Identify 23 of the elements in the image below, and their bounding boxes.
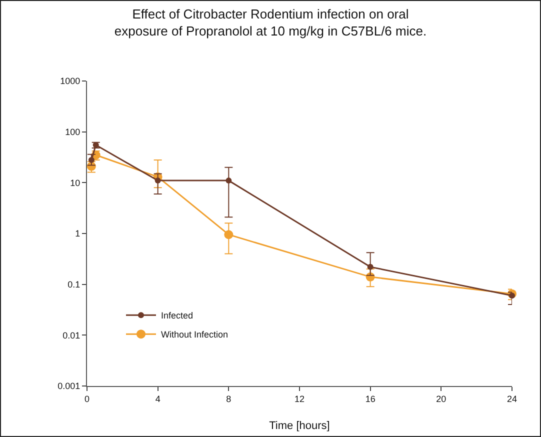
x-tick-label: 8	[226, 394, 232, 404]
point	[509, 292, 515, 299]
x-tick-label: 12	[294, 394, 305, 404]
x-tick-label: 20	[436, 394, 446, 404]
point	[224, 230, 234, 240]
y-tick-label: 1000	[60, 76, 80, 86]
y-tick-label: 0.01	[62, 330, 80, 340]
y-tick-label: 0.1	[68, 279, 80, 290]
x-tick-label: 16	[365, 394, 376, 404]
point	[367, 264, 374, 270]
y-tick-label: 10	[70, 178, 80, 188]
x-axis-title: Time [hours]	[269, 420, 330, 432]
legend-label: Without Infection	[161, 330, 228, 340]
x-tick-label: 24	[506, 394, 518, 404]
y-tick-label: 100	[65, 126, 80, 137]
point	[154, 178, 161, 184]
y-tick-label: 1	[75, 228, 80, 239]
y-tick-label: 0.001	[58, 381, 80, 392]
point	[226, 178, 232, 184]
legend-label: Infected	[161, 310, 194, 321]
x-tick-label: 4	[155, 394, 160, 404]
x-tick-label: 0	[84, 394, 90, 404]
chart-title: Effect of Citrobacter Rodentium infection on oral exposure of Propranolol at 10 mg/kg in C57BL/6 mice.	[114, 6, 427, 38]
